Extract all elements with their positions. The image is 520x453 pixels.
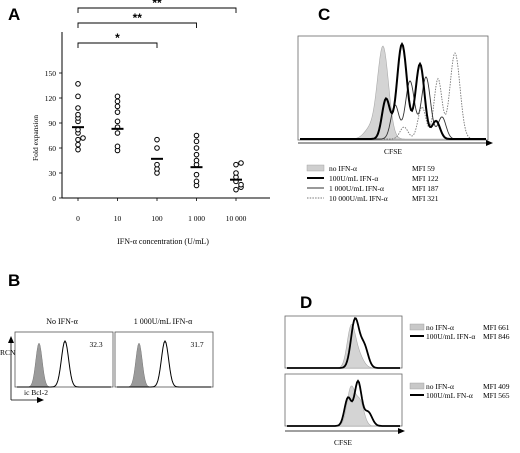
panel-a-xtick-label: 1 000 bbox=[188, 214, 205, 223]
panel-a-data-point bbox=[233, 170, 239, 176]
panel-c-xlabel: CFSE bbox=[384, 147, 402, 156]
panel-d-legend-label: no IFN-α bbox=[426, 323, 454, 332]
panel-c-legend-mfi: MFI 187 bbox=[412, 184, 439, 193]
panel-a-data-point bbox=[75, 111, 81, 118]
panel-d-legend-mfi: MFI 846 bbox=[483, 332, 510, 341]
panel-c-legend-mfi: MFI 122 bbox=[412, 174, 439, 183]
panel-a-data-point bbox=[75, 93, 81, 100]
panel-a-data-point bbox=[75, 136, 81, 143]
panel-a-ytick-label: 150 bbox=[45, 69, 57, 78]
panel-a-data-point bbox=[193, 157, 200, 164]
panel-d-legend-swatch bbox=[409, 382, 425, 390]
panel-c-series-100 bbox=[300, 41, 486, 140]
panel-a-significance-bracket bbox=[77, 42, 158, 48]
panel-a-xlabel: IFN-α concentration (U/mL) bbox=[117, 237, 209, 246]
panel-d-box-1 bbox=[284, 315, 403, 369]
panel-a-letter: A bbox=[8, 5, 20, 24]
panel-a-data-point bbox=[114, 118, 121, 125]
panel-d-legend-swatch bbox=[409, 323, 425, 331]
panel-c-legend-swatch bbox=[306, 164, 325, 172]
panel-a-data-point bbox=[114, 93, 121, 100]
panel-a-ytick-label: 0 bbox=[52, 194, 56, 203]
panel-a-data-point bbox=[75, 141, 81, 148]
panel-a-significance-bracket bbox=[77, 22, 197, 28]
panel-a-xtick-label: 10 bbox=[114, 214, 122, 223]
panel-a-data-point bbox=[114, 130, 121, 136]
panel-a-xtick-label: 0 bbox=[76, 214, 80, 223]
panel-a-ytick-label: 60 bbox=[49, 144, 57, 153]
panel-d-box-2 bbox=[284, 373, 403, 427]
panel-a-data-point bbox=[193, 145, 200, 151]
panel-a-xtick-label: 10 000 bbox=[226, 214, 247, 223]
panel-a-data-point bbox=[154, 136, 160, 143]
panel-a-data-point bbox=[75, 105, 81, 111]
panel-a-data-point bbox=[193, 171, 200, 178]
panel-c-legend-label: 1 000U/mL IFN-α bbox=[329, 184, 384, 193]
panel-a-data-point bbox=[80, 135, 86, 141]
panel-a-data-point bbox=[193, 138, 200, 145]
panel-b-title-1: No IFN-α bbox=[46, 317, 78, 326]
panel-d-legend-label: 100U/mL FN-α bbox=[426, 391, 473, 400]
panel-a-data-point bbox=[75, 146, 81, 153]
panel-a-ytick-label: 30 bbox=[49, 169, 57, 178]
panel-a-data-point bbox=[114, 98, 121, 105]
panel-a-data-point bbox=[233, 161, 239, 168]
panel-a-ytick-label: 120 bbox=[45, 94, 57, 103]
panel-d-series-treated bbox=[287, 379, 400, 427]
panel-a-data-point bbox=[233, 186, 239, 193]
panel-c-legend-mfi: MFI 321 bbox=[412, 194, 439, 203]
panel-d-legend-label: 100U/mL IFN-α bbox=[426, 332, 475, 341]
panel-b-x-arrowhead bbox=[37, 397, 44, 403]
panel-c-letter: C bbox=[318, 5, 330, 24]
panel-d-series-treated bbox=[287, 317, 400, 369]
panel-d-legend-mfi: MFI 565 bbox=[483, 391, 510, 400]
panel-c-legend-label: no IFN-α bbox=[329, 164, 357, 173]
panel-a-significance-label: * bbox=[115, 31, 120, 45]
panel-a-xtick-label: 100 bbox=[151, 214, 163, 223]
panel-a-data-point bbox=[193, 178, 200, 185]
panel-b-letter: B bbox=[8, 271, 20, 290]
panel-a-data-point bbox=[154, 145, 160, 151]
panel-b-ylabel: RCN bbox=[0, 348, 16, 357]
panel-a-ylabel: Fold expansion bbox=[31, 115, 40, 161]
panel-d-xlabel: CFSE bbox=[334, 438, 352, 447]
panel-b-value-1: 32.3 bbox=[89, 340, 102, 349]
panel-b-title-2: 1 000U/mL IFN-α bbox=[134, 317, 193, 326]
panel-b-histograms: No IFN-α 1 000U/mL IFN-α 32.3 31.7 RCN i… bbox=[0, 317, 214, 403]
panel-d-legend-label: no IFN-α bbox=[426, 382, 454, 391]
panel-a-data-point bbox=[193, 132, 200, 139]
panel-a-data-point bbox=[154, 161, 160, 168]
panel-a-significance-label: ** bbox=[152, 0, 162, 10]
panel-a-data-point bbox=[114, 143, 121, 150]
panel-a-data-point bbox=[114, 109, 121, 115]
panel-a-data-point bbox=[238, 181, 244, 188]
panel-a-data-point bbox=[238, 160, 244, 166]
panel-a-significance-label: ** bbox=[133, 11, 143, 25]
panel-d-x-arrowhead bbox=[398, 428, 405, 434]
panel-c-x-arrowhead bbox=[486, 140, 493, 146]
panel-c-histogram: CFSE no IFN-α MFI 59 100U/mL IFN-α MFI 122 1… bbox=[297, 35, 493, 203]
panel-a-data-point bbox=[75, 81, 81, 87]
panel-a-significance-bracket bbox=[77, 7, 237, 13]
panel-a-ytick-label: 90 bbox=[49, 119, 57, 128]
panel-a-data-point bbox=[114, 103, 121, 110]
panel-b-value-2: 31.7 bbox=[190, 340, 203, 349]
panel-c-legend-label: 100U/mL IFN-α bbox=[329, 174, 378, 183]
panel-d-histograms: CFSE no IFN-α MFI 661 100U/mL IFN-α MFI 846… bbox=[284, 315, 510, 447]
panel-c-legend-mfi: MFI 59 bbox=[412, 164, 435, 173]
panel-d-letter: D bbox=[300, 293, 312, 312]
panel-b-y-arrowhead bbox=[8, 336, 14, 343]
panel-b-box-1 bbox=[14, 331, 114, 388]
panel-b-bcl2-histogram bbox=[117, 340, 211, 388]
panel-a-data-point bbox=[193, 151, 200, 158]
panel-b-box-2 bbox=[114, 331, 214, 388]
panel-d-legend-mfi: MFI 661 bbox=[483, 323, 510, 332]
panel-d-legend-mfi: MFI 409 bbox=[483, 382, 510, 391]
panel-b-xlabel: ic Bcl-2 bbox=[24, 388, 48, 397]
panel-c-legend-label: 10 000U/mL IFN-α bbox=[329, 194, 388, 203]
panel-b-bcl2-histogram bbox=[17, 340, 111, 388]
